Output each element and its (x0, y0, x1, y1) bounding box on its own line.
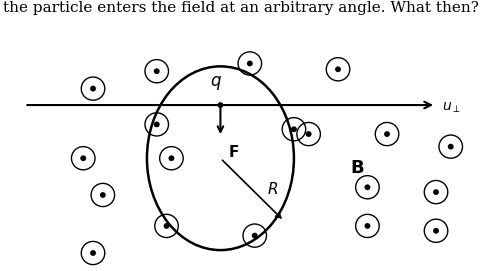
Circle shape (154, 68, 160, 74)
Text: the particle enters the field at an arbitrary angle. What then?: the particle enters the field at an arbi… (3, 1, 479, 15)
Circle shape (100, 192, 106, 198)
Text: $R$: $R$ (268, 181, 279, 197)
Circle shape (365, 184, 370, 190)
Circle shape (90, 86, 96, 92)
Circle shape (164, 223, 170, 229)
Circle shape (335, 66, 341, 72)
Circle shape (217, 102, 223, 108)
Circle shape (306, 131, 312, 137)
Text: $\mathbf{B}$: $\mathbf{B}$ (351, 159, 365, 177)
Text: $u_\perp$: $u_\perp$ (442, 101, 461, 115)
Circle shape (433, 189, 439, 195)
Circle shape (291, 126, 297, 132)
Circle shape (252, 233, 257, 238)
Text: $\mathbf{F}$: $\mathbf{F}$ (228, 144, 240, 160)
Circle shape (90, 250, 96, 256)
Circle shape (433, 228, 439, 234)
Circle shape (365, 223, 370, 229)
Circle shape (169, 155, 174, 161)
Circle shape (247, 60, 253, 66)
Circle shape (384, 131, 390, 137)
Circle shape (80, 155, 86, 161)
Text: $q$: $q$ (210, 75, 222, 92)
Circle shape (154, 121, 160, 127)
Circle shape (448, 144, 454, 150)
